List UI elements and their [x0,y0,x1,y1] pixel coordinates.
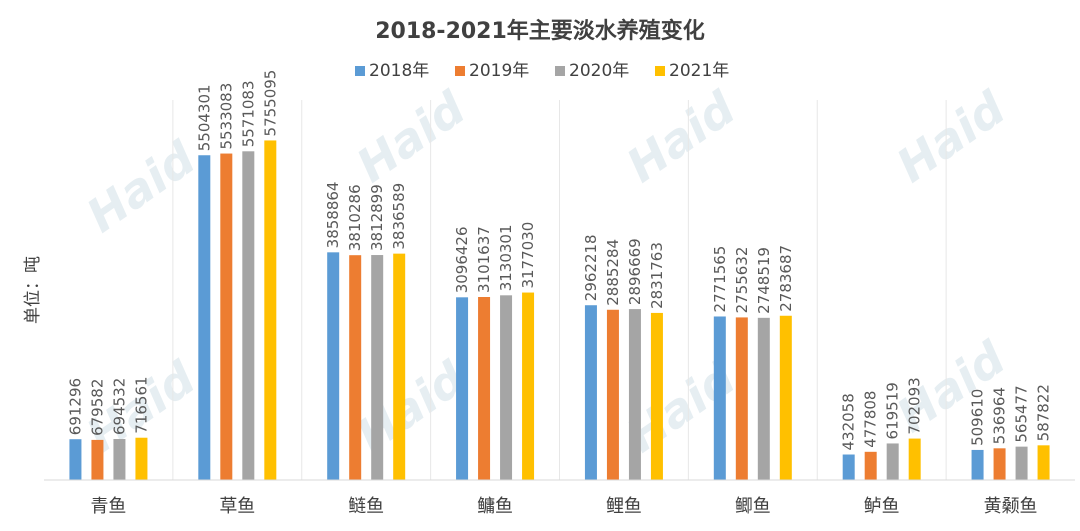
data-label: 432058 [840,393,858,450]
legend-swatch [355,66,365,76]
bar [522,292,535,480]
bar [478,297,491,480]
bar [864,451,877,480]
bar [135,437,148,480]
data-label: 716561 [132,376,150,433]
data-label: 565477 [1013,385,1031,442]
bar [971,449,984,480]
bar [779,315,792,480]
category-label: 鳙鱼 [477,496,513,517]
category-label: 青鱼 [90,496,126,517]
bar [993,448,1006,480]
bar [1037,445,1050,480]
legend-label: 2021年 [669,61,729,81]
bar [91,439,104,480]
data-label: 679582 [88,379,106,436]
legend: 2018年 2019年 2020年 2021年 [355,61,729,81]
bar [69,439,82,480]
category-label: 黄颡鱼 [984,496,1038,517]
data-label: 2755632 [733,247,751,314]
bar [327,252,340,480]
bar [606,309,619,480]
data-label: 2885284 [604,239,622,306]
bar [628,309,641,480]
data-label: 2896669 [626,238,644,305]
data-label: 477808 [862,391,880,448]
data-label: 5504301 [195,84,213,151]
bar [264,140,277,480]
watermark-text: Haid [887,80,1016,193]
data-label: 2748519 [755,247,773,314]
data-label: 694532 [110,378,128,435]
category-label: 鲈鱼 [864,496,900,517]
legend-swatch [655,66,665,76]
data-label: 587822 [1035,384,1053,441]
data-label: 2831763 [648,242,666,309]
chart-title: 2018-2021年主要淡水养殖变化 [375,18,705,44]
watermark-text: Haid [347,80,476,193]
bar [393,253,406,480]
data-label: 3130301 [497,224,515,291]
bar [908,438,921,480]
y-axis-label: 单位：吨 [23,256,43,324]
bar [371,255,384,480]
bar [456,297,469,480]
bar [713,316,726,480]
data-label: 3858864 [324,182,342,249]
bar [500,295,513,480]
watermark-text: Haid [617,80,746,193]
bar [650,312,663,480]
bar [735,317,748,480]
bar [1015,446,1028,480]
legend-swatch [455,66,465,76]
data-label: 3836589 [390,183,408,250]
legend-label: 2018年 [369,61,429,81]
data-label: 2962218 [582,234,600,301]
data-label: 2771565 [711,246,729,313]
legend-label: 2019年 [469,61,529,81]
data-label: 509610 [969,389,987,446]
category-label: 鲫鱼 [735,496,771,517]
data-label: 5533083 [217,83,235,150]
data-label: 691296 [66,378,84,435]
category-dividers [172,100,947,480]
watermark-text: Haid [77,130,206,243]
data-label: 3177030 [519,222,537,289]
data-label: 5571083 [239,80,257,147]
bar [757,317,770,480]
data-label: 536964 [991,387,1009,444]
data-label: 3096426 [453,226,471,293]
legend-swatch [555,66,565,76]
category-label: 鲤鱼 [606,496,642,517]
bar [113,439,126,480]
bar [242,151,255,481]
bar [584,305,597,480]
bar [842,454,855,480]
data-label: 3810286 [346,184,364,251]
data-labels: 691296 679582 694532 716561 5504301 5533083 55… [66,70,1052,451]
bar [349,255,362,480]
data-label: 702093 [906,377,924,434]
bars [69,140,1050,481]
legend-label: 2020年 [569,61,629,81]
category-label: 草鱼 [219,496,255,517]
category-labels: 青鱼 草鱼 鲢鱼 鳙鱼 鲤鱼 鲫鱼 鲈鱼 黄颡鱼 [90,496,1037,517]
category-label: 鲢鱼 [348,496,384,517]
bar [198,155,211,480]
data-label: 5755095 [261,70,279,137]
data-label: 619519 [884,382,902,439]
bar [220,153,233,480]
data-label: 2783687 [777,245,795,312]
data-label: 3101637 [475,226,493,293]
bar [886,443,899,480]
data-label: 3812899 [368,184,386,251]
